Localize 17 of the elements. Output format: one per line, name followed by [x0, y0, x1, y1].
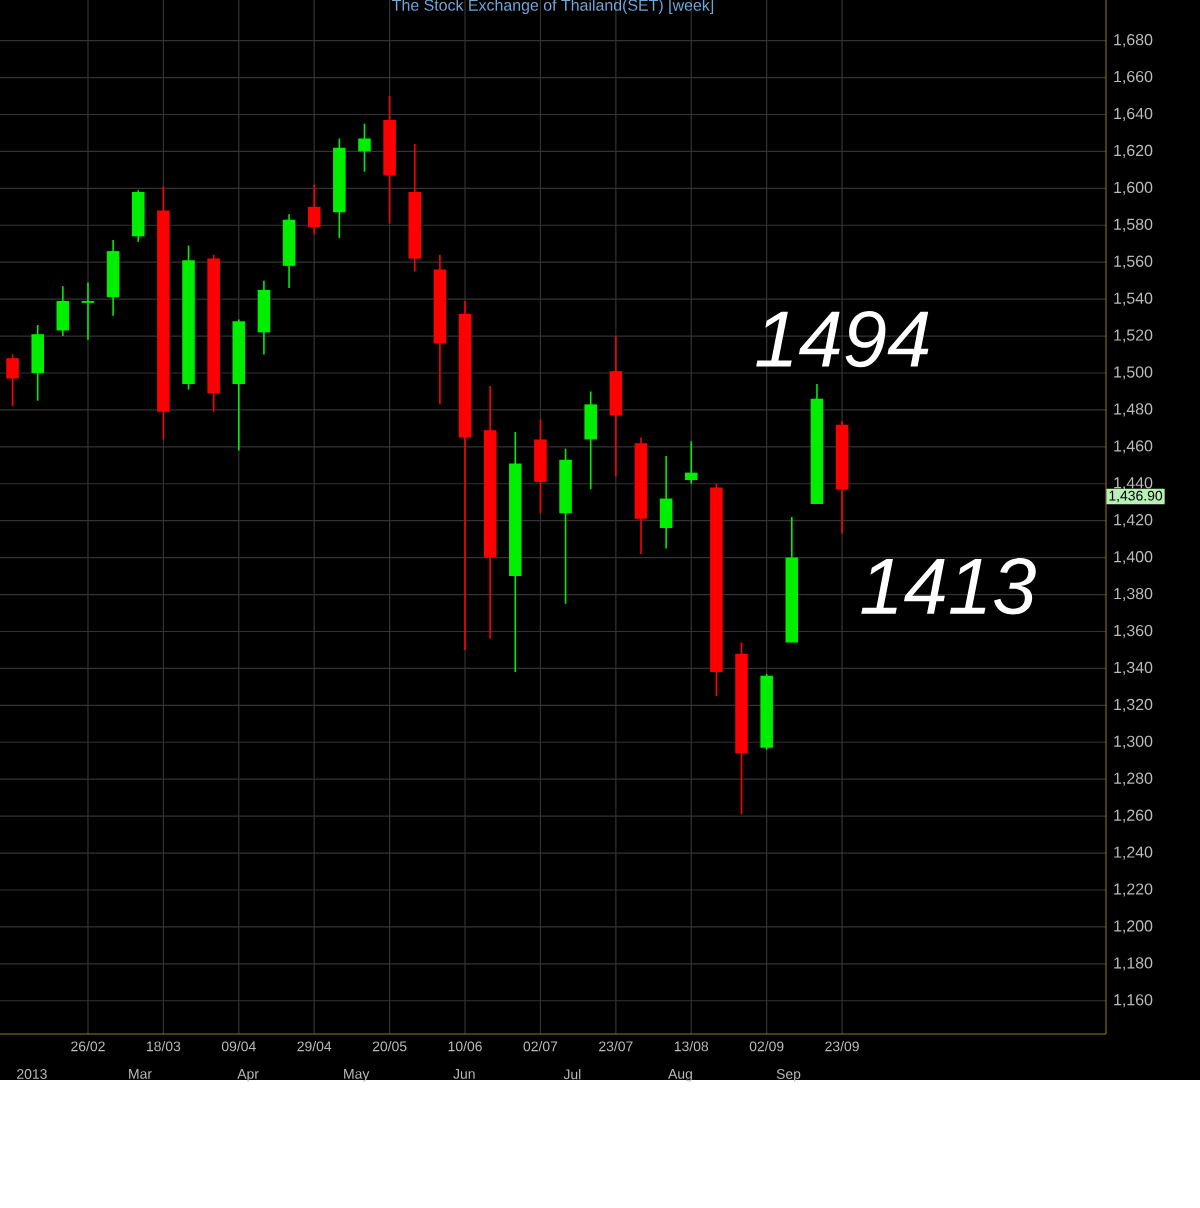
candlestick: [659, 455, 673, 550]
candlestick: [534, 418, 547, 515]
candlestick: [131, 189, 145, 243]
candlestick: [6, 353, 19, 408]
candlestick: [81, 281, 95, 341]
candlestick: [684, 440, 698, 485]
candlestick: [609, 335, 623, 478]
candlestick: [31, 324, 44, 402]
annotation: 1413: [861, 558, 1036, 615]
candlestick: [358, 122, 371, 173]
candlestick: [106, 239, 120, 317]
candlestick: [56, 285, 70, 337]
candlestick: [307, 183, 321, 236]
annotation: 1494: [756, 310, 929, 368]
candlestick: [584, 390, 597, 491]
candlestick: [282, 213, 296, 289]
candlestick: [257, 279, 271, 356]
